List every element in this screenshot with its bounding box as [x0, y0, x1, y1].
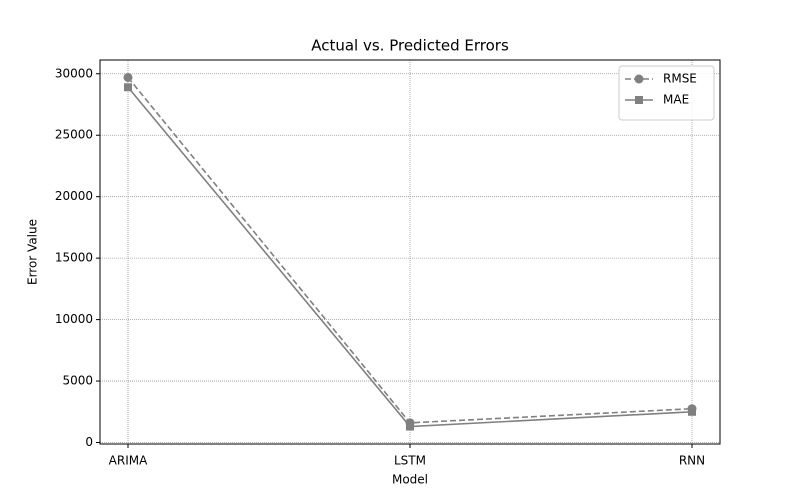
y-tick-label: 15000	[55, 251, 93, 265]
y-tick-label: 10000	[55, 312, 93, 326]
y-tick-label: 25000	[55, 128, 93, 142]
x-tick-label: ARIMA	[109, 454, 148, 468]
plot-frame	[99, 59, 721, 445]
y-tick-label: 20000	[55, 189, 93, 203]
legend-label: MAE	[663, 93, 689, 107]
x-tick-label: LSTM	[394, 454, 426, 468]
legend-marker	[634, 74, 644, 84]
marker	[688, 407, 696, 416]
x-tick-label: RNN	[679, 454, 705, 468]
legend: RMSE MAE	[618, 65, 715, 121]
marker	[123, 72, 133, 82]
marker	[406, 422, 414, 431]
x-axis-label: Model	[392, 473, 428, 487]
marker	[124, 83, 132, 92]
chart-title: Actual vs. Predicted Errors	[311, 37, 509, 55]
y-tick-label: 5000	[62, 374, 93, 388]
y-tick-label: 30000	[55, 66, 93, 80]
y-axis-label: Error Value	[26, 219, 40, 285]
legend-label: RMSE	[663, 72, 697, 86]
y-tick-label: 0	[85, 435, 93, 449]
legend-marker	[635, 96, 643, 104]
